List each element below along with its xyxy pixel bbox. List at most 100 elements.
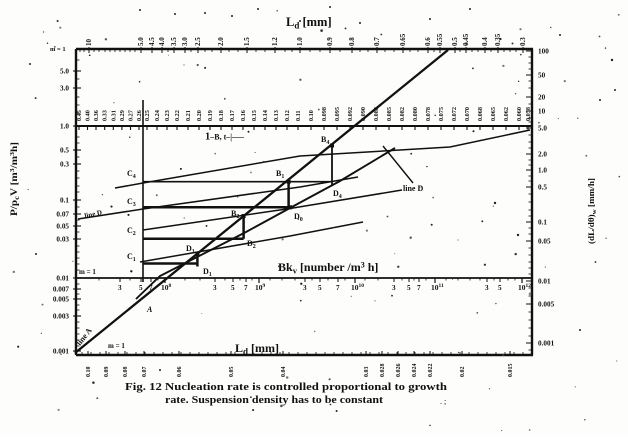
svg-text:2.0: 2.0: [538, 151, 547, 159]
svg-text:5.0: 5.0: [538, 125, 547, 133]
svg-text:0.065: 0.065: [490, 107, 497, 121]
svg-text:0.24: 0.24: [154, 110, 161, 121]
svg-text:3: 3: [392, 284, 396, 292]
svg-text:0.06: 0.06: [177, 367, 183, 378]
svg-text:0.02: 0.02: [460, 367, 466, 378]
svg-text:0.03: 0.03: [364, 367, 370, 378]
svg-text:5.0: 5.0: [60, 68, 69, 76]
svg-text:50: 50: [538, 72, 546, 80]
svg-text:0.5: 0.5: [538, 184, 547, 192]
svg-text:0.11: 0.11: [295, 111, 302, 122]
svg-text:0.45: 0.45: [462, 33, 470, 46]
svg-text:0.095: 0.095: [334, 107, 341, 121]
svg-text:109: 109: [255, 283, 266, 292]
svg-text:20: 20: [538, 94, 546, 102]
svg-text:0.070: 0.070: [464, 107, 471, 121]
svg-text:1–B, t–|–—: 1–B, t–|–—: [205, 132, 245, 143]
svg-text:0.16: 0.16: [240, 110, 247, 121]
svg-text:B4: B4: [321, 135, 329, 146]
svg-text:0.09: 0.09: [104, 367, 110, 378]
svg-text:D2: D2: [247, 239, 256, 250]
svg-text:0.075: 0.075: [438, 107, 445, 121]
svg-text:0.17: 0.17: [229, 110, 236, 121]
svg-text:1.0: 1.0: [538, 167, 547, 175]
svg-text:0.5: 0.5: [451, 37, 459, 46]
svg-text:0.1: 0.1: [538, 219, 547, 227]
svg-text:0.7: 0.7: [373, 37, 381, 46]
svg-text:0.085: 0.085: [386, 107, 393, 121]
svg-text:0.007: 0.007: [53, 286, 70, 294]
svg-text:C4: C4: [127, 169, 136, 180]
svg-text:5: 5: [231, 284, 235, 292]
svg-text:0.01: 0.01: [56, 275, 69, 283]
svg-text:2.0: 2.0: [217, 37, 225, 46]
svg-text:0.005: 0.005: [53, 296, 70, 304]
svg-text:5: 5: [498, 284, 502, 292]
svg-text:0.36: 0.36: [93, 110, 100, 121]
svg-text:0.25: 0.25: [144, 110, 151, 121]
svg-text:0.07: 0.07: [56, 211, 69, 219]
svg-text:A: A: [146, 305, 153, 314]
svg-text:0.022: 0.022: [428, 364, 434, 378]
svg-text:0.062: 0.062: [503, 107, 510, 121]
svg-text:0.3: 0.3: [60, 161, 69, 169]
svg-text:0.068: 0.068: [477, 107, 484, 121]
svg-text:1.2: 1.2: [271, 37, 279, 46]
svg-text:line D: line D: [403, 184, 423, 193]
svg-text:1.5: 1.5: [243, 37, 251, 46]
svg-text:m = 1: m = 1: [108, 342, 125, 350]
svg-text:0.024: 0.024: [412, 364, 418, 378]
svg-text:0.028: 0.028: [380, 364, 386, 378]
svg-text:0.40: 0.40: [85, 110, 92, 121]
svg-text:0.005: 0.005: [538, 301, 555, 309]
svg-text:0.088: 0.088: [373, 107, 380, 121]
svg-text:7: 7: [336, 284, 340, 292]
svg-text:3: 3: [118, 284, 122, 292]
svg-text:(dL/dθ)w [mm/h]: (dL/dθ)w [mm/h]: [586, 178, 598, 244]
svg-text:0.20: 0.20: [196, 110, 203, 121]
svg-text:. ;: . ;: [440, 397, 446, 406]
svg-text:0.090: 0.090: [360, 107, 367, 121]
svg-text:m = 1: m = 1: [50, 46, 66, 53]
svg-text:108: 108: [161, 283, 172, 292]
svg-text:0.078: 0.078: [425, 107, 432, 121]
svg-text:2.5: 2.5: [194, 37, 202, 46]
svg-text:0.27: 0.27: [128, 110, 135, 121]
svg-text:0.45: 0.45: [76, 110, 83, 121]
svg-text:4.0: 4.0: [158, 37, 166, 46]
svg-text:C3: C3: [127, 197, 136, 208]
svg-text:0.080: 0.080: [412, 107, 419, 121]
svg-text:0.072: 0.072: [451, 107, 458, 121]
svg-text:0.07: 0.07: [142, 367, 148, 378]
svg-text:5: 5: [139, 284, 143, 292]
svg-text:C2: C2: [127, 226, 136, 237]
svg-text:5: 5: [407, 284, 411, 292]
svg-text:100: 100: [538, 48, 549, 56]
svg-text:0.29: 0.29: [119, 110, 126, 121]
svg-text:line D: line D: [84, 208, 103, 220]
svg-text:3.5: 3.5: [170, 37, 178, 46]
svg-text:0.9: 0.9: [326, 37, 334, 46]
svg-text:0.10: 0.10: [308, 110, 315, 121]
svg-text:4.5: 4.5: [148, 37, 156, 46]
svg-text:rate. Suspension density has t: rate. Suspension density has to be const…: [165, 395, 384, 406]
svg-text:D4: D4: [333, 189, 342, 200]
svg-text:0.03: 0.03: [56, 236, 69, 244]
svg-text:0.015: 0.015: [508, 364, 514, 378]
svg-text:0.001: 0.001: [538, 340, 555, 348]
svg-text:0.05: 0.05: [229, 367, 235, 378]
svg-text:5.0: 5.0: [137, 37, 145, 46]
svg-text:D1: D1: [203, 267, 212, 278]
svg-text:7: 7: [417, 284, 421, 292]
svg-text:3.0: 3.0: [181, 37, 189, 46]
svg-text:1.0: 1.0: [296, 37, 304, 46]
svg-text:0.35: 0.35: [494, 33, 502, 46]
svg-text:10: 10: [538, 108, 546, 116]
svg-text:0.4: 0.4: [481, 37, 489, 46]
svg-text:0.6: 0.6: [424, 37, 432, 46]
svg-text:7: 7: [149, 284, 153, 292]
svg-text:0.15: 0.15: [251, 110, 258, 121]
svg-text:0.31: 0.31: [110, 110, 117, 121]
svg-text:0.3: 0.3: [519, 37, 527, 46]
svg-text:3: 3: [213, 284, 217, 292]
